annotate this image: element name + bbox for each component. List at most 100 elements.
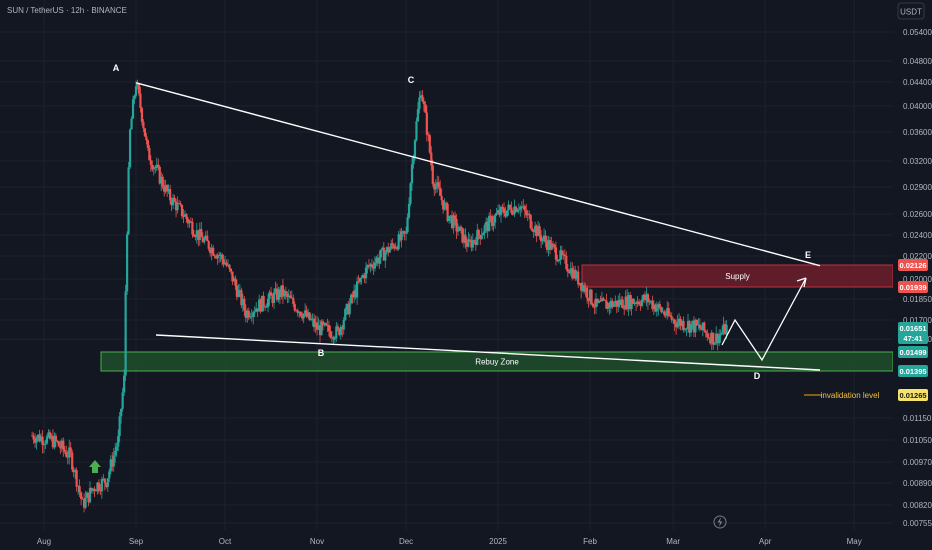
candle-body[interactable]: [348, 303, 351, 315]
candle-body[interactable]: [657, 304, 660, 309]
candle-body[interactable]: [155, 164, 158, 168]
candle-body[interactable]: [452, 215, 455, 228]
candle-body[interactable]: [105, 483, 108, 487]
candle-body[interactable]: [600, 298, 604, 302]
candle-body[interactable]: [658, 304, 661, 308]
candle-body[interactable]: [461, 227, 464, 243]
candle-body[interactable]: [621, 299, 624, 309]
candle-body[interactable]: [128, 129, 132, 168]
candle-body[interactable]: [326, 325, 329, 326]
candle-body[interactable]: [663, 311, 666, 315]
candle-body[interactable]: [369, 264, 372, 267]
candle-body[interactable]: [171, 197, 175, 206]
candle-body[interactable]: [219, 254, 222, 256]
candle-body[interactable]: [106, 478, 109, 487]
candle-body[interactable]: [69, 447, 72, 453]
candle-body[interactable]: [642, 294, 645, 300]
candle-body[interactable]: [320, 321, 323, 336]
candle-body[interactable]: [640, 299, 644, 306]
candles[interactable]: [31, 79, 728, 513]
candle-body[interactable]: [486, 221, 489, 232]
candle-body[interactable]: [93, 488, 96, 491]
candle-body[interactable]: [492, 222, 495, 227]
candle-body[interactable]: [65, 451, 68, 457]
candle-body[interactable]: [234, 278, 237, 286]
candle-body[interactable]: [335, 326, 338, 339]
candle-body[interactable]: [709, 337, 712, 344]
candle-body[interactable]: [210, 247, 213, 254]
candle-body[interactable]: [588, 289, 592, 301]
candle-body[interactable]: [268, 292, 271, 299]
candle-body[interactable]: [85, 492, 89, 498]
candle-body[interactable]: [235, 285, 239, 297]
candle-body[interactable]: [675, 324, 678, 328]
candle-body[interactable]: [654, 304, 657, 312]
candle-body[interactable]: [32, 435, 35, 440]
candle-body[interactable]: [560, 250, 563, 256]
candle-body[interactable]: [477, 229, 480, 235]
candle-body[interactable]: [700, 328, 703, 331]
candle-body[interactable]: [247, 310, 250, 318]
candle-body[interactable]: [554, 247, 558, 260]
candle-body[interactable]: [563, 254, 566, 256]
candle-body[interactable]: [387, 247, 390, 253]
candle-body[interactable]: [45, 436, 49, 444]
candle-body[interactable]: [375, 257, 378, 263]
candle-body[interactable]: [568, 271, 571, 274]
candle-body[interactable]: [286, 293, 289, 297]
candle-body[interactable]: [183, 214, 187, 217]
candle-body[interactable]: [528, 213, 531, 215]
candle-body[interactable]: [713, 342, 716, 345]
candle-body[interactable]: [307, 312, 310, 317]
candle-body[interactable]: [538, 226, 541, 236]
candle-body[interactable]: [33, 439, 37, 443]
candle-body[interactable]: [406, 217, 409, 233]
candle-body[interactable]: [442, 200, 445, 210]
candle-body[interactable]: [283, 291, 286, 297]
candle-body[interactable]: [253, 311, 256, 313]
candle-body[interactable]: [256, 308, 259, 312]
candle-body[interactable]: [125, 234, 129, 292]
candle-body[interactable]: [277, 289, 280, 300]
candle-body[interactable]: [197, 230, 200, 241]
candle-body[interactable]: [583, 285, 586, 292]
candle-body[interactable]: [169, 189, 172, 201]
candle-body[interactable]: [669, 315, 672, 317]
candle-body[interactable]: [550, 243, 553, 250]
candle-body[interactable]: [31, 435, 34, 437]
candle-body[interactable]: [68, 447, 71, 458]
candle-body[interactable]: [723, 324, 727, 335]
candle-body[interactable]: [308, 312, 311, 320]
candle-body[interactable]: [596, 298, 599, 303]
candle-body[interactable]: [433, 183, 436, 190]
candle-body[interactable]: [281, 285, 285, 297]
candle-body[interactable]: [437, 182, 440, 188]
candle-body[interactable]: [78, 485, 81, 493]
candle-body[interactable]: [108, 471, 111, 479]
candle-body[interactable]: [682, 321, 685, 330]
candle-body[interactable]: [467, 239, 470, 247]
candle-body[interactable]: [255, 308, 258, 312]
candle-body[interactable]: [100, 478, 103, 492]
candle-body[interactable]: [109, 459, 112, 472]
candle-body[interactable]: [471, 240, 474, 248]
candle-body[interactable]: [474, 241, 477, 245]
candle-body[interactable]: [649, 300, 653, 302]
candle-body[interactable]: [501, 206, 504, 209]
candle-body[interactable]: [312, 318, 316, 328]
candle-body[interactable]: [548, 240, 552, 250]
candle-body[interactable]: [412, 157, 415, 165]
candle-body[interactable]: [298, 311, 301, 314]
candle-body[interactable]: [456, 230, 460, 232]
candle-body[interactable]: [707, 337, 710, 338]
candle-body[interactable]: [372, 266, 375, 269]
candle-body[interactable]: [529, 214, 532, 229]
candle-body[interactable]: [603, 299, 607, 301]
candle-body[interactable]: [345, 304, 348, 309]
candle-body[interactable]: [124, 291, 127, 376]
candle-body[interactable]: [274, 288, 277, 293]
candle-body[interactable]: [292, 297, 295, 305]
candle-body[interactable]: [510, 207, 513, 213]
candle-body[interactable]: [464, 234, 467, 244]
candle-body[interactable]: [217, 255, 221, 256]
